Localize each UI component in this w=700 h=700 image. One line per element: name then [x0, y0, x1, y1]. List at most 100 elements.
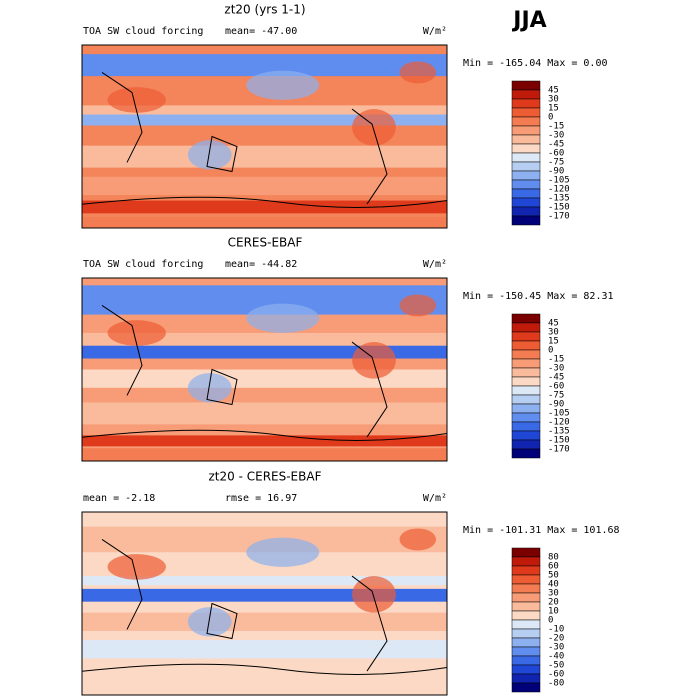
map-band	[82, 217, 447, 228]
panel-mid-text: mean= -47.00	[225, 26, 297, 37]
colorbar-box	[511, 628, 541, 639]
colorbar-label: 15	[548, 337, 559, 347]
colorbar-label: 45	[548, 319, 559, 329]
colorbar-box	[511, 547, 541, 558]
panel-left-text: mean = -2.18	[83, 493, 155, 504]
colorbar-box	[511, 349, 541, 360]
panel-units: W/m²	[423, 259, 447, 270]
colorbar-box	[511, 80, 541, 91]
colorbar-label: 0	[548, 616, 553, 626]
map-band	[82, 369, 447, 388]
panel-title: zt20 - CERES-EBAF	[209, 470, 322, 484]
colorbar-label: -50	[548, 661, 564, 671]
colorbar-box	[511, 583, 541, 594]
colorbar-label: -105	[548, 409, 570, 419]
coastline	[101, 72, 388, 205]
colorbar-box	[511, 565, 541, 576]
map-band	[82, 673, 447, 692]
colorbar-label: -20	[548, 634, 564, 644]
colorbar-label: -75	[548, 158, 564, 168]
colorbar-box	[511, 152, 541, 163]
colorbar-box	[511, 376, 541, 387]
map-frame	[81, 44, 448, 229]
colorbar-label: -15	[548, 122, 564, 132]
colorbar-label: -30	[548, 643, 564, 653]
map-blob	[246, 70, 320, 100]
colorbar-box	[511, 197, 541, 208]
colorbar-label: 30	[548, 589, 559, 599]
colorbar-box	[511, 89, 541, 100]
colorbar-label: -80	[548, 679, 564, 689]
colorbar-label: 15	[548, 104, 559, 114]
colorbar-label: 10	[548, 607, 559, 617]
colorbar-box	[511, 601, 541, 612]
colorbar-label: -120	[548, 418, 570, 428]
panel-mid-text: rmse = 16.97	[225, 493, 297, 504]
panel-left-text: TOA SW cloud forcing	[83, 26, 203, 37]
colorbar-box	[511, 98, 541, 109]
colorbar-label: -30	[548, 131, 564, 141]
colorbar-label: -45	[548, 140, 564, 150]
colorbar-label: 50	[548, 571, 559, 581]
colorbar-box	[511, 421, 541, 432]
colorbar-label: 30	[548, 328, 559, 338]
map-band	[82, 176, 447, 196]
colorbar-box	[511, 403, 541, 414]
colorbar-box	[511, 179, 541, 190]
colorbar-label: -150	[548, 203, 570, 213]
colorbar-box	[511, 331, 541, 342]
colorbar-label: 20	[548, 598, 559, 608]
colorbar-box	[511, 170, 541, 181]
colorbar-box	[511, 637, 541, 648]
panel-minmax: Min = -101.31 Max = 101.68	[463, 525, 620, 536]
colorbar-label: -60	[548, 382, 564, 392]
coastline	[81, 196, 448, 208]
colorbar-label: 60	[548, 562, 559, 572]
panel-title: zt20 (yrs 1-1)	[224, 3, 305, 17]
colorbar-label: -170	[548, 445, 570, 455]
colorbar-box	[511, 358, 541, 369]
colorbar-label: -15	[548, 355, 564, 365]
map-band	[82, 200, 447, 214]
colorbar-box	[511, 412, 541, 423]
colorbar-box	[511, 134, 541, 145]
map-band	[82, 612, 447, 631]
colorbar-box	[511, 556, 541, 567]
colorbar-label: -170	[548, 212, 570, 222]
colorbar-box	[511, 439, 541, 450]
map-blob	[399, 528, 437, 551]
colorbar-label: 45	[548, 86, 559, 96]
colorbar-label: -90	[548, 167, 564, 177]
colorbar-label: -60	[548, 670, 564, 680]
map-frame	[81, 277, 448, 462]
colorbar-box	[511, 646, 541, 657]
colorbar-label: -60	[548, 149, 564, 159]
colorbar-box	[511, 655, 541, 666]
colorbar-box	[511, 322, 541, 333]
map-blob	[352, 342, 396, 379]
panel-mid-text: mean= -44.82	[225, 259, 297, 270]
map-band	[82, 402, 447, 425]
colorbar-label: -75	[548, 391, 564, 401]
colorbar-label: -135	[548, 194, 570, 204]
colorbar-box	[511, 385, 541, 396]
colorbar-box	[511, 206, 541, 217]
colorbar-label: -90	[548, 400, 564, 410]
colorbar-box	[511, 619, 541, 630]
map-blob	[187, 373, 232, 403]
map-blob	[246, 303, 320, 333]
colorbar-label: 0	[548, 346, 553, 356]
colorbar-box	[511, 107, 541, 118]
coastline	[81, 663, 448, 675]
map-blob	[399, 61, 437, 84]
map-frame	[81, 511, 448, 696]
colorbar-box	[511, 394, 541, 405]
map	[81, 511, 448, 696]
map-band	[82, 332, 447, 348]
colorbar-box	[511, 188, 541, 199]
colorbar-box	[511, 682, 541, 693]
panel-minmax: Min = -150.45 Max = 82.31	[463, 291, 614, 302]
colorbar-label: -120	[548, 185, 570, 195]
colorbar-label: -150	[548, 436, 570, 446]
